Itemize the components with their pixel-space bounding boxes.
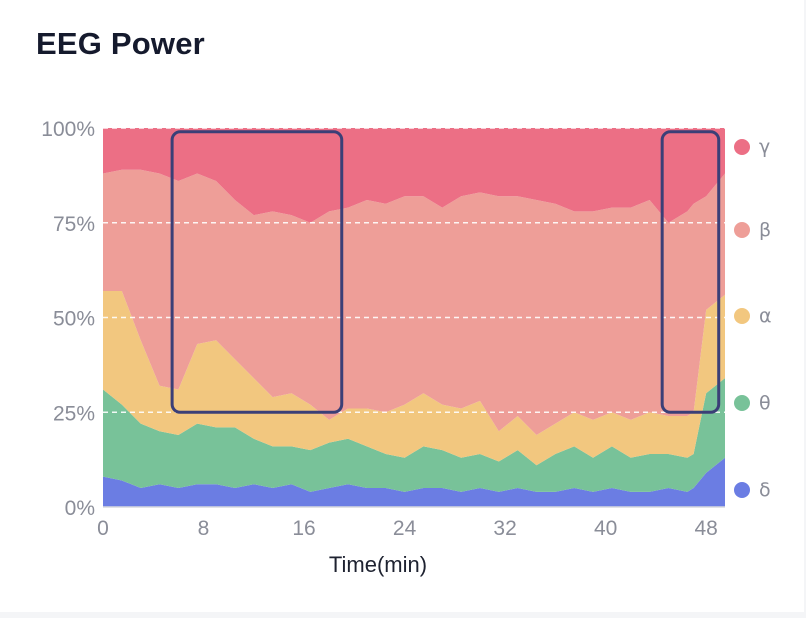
highlight-box-2 <box>660 130 721 414</box>
area-series-4 <box>103 169 725 435</box>
x-tick-label: 48 <box>694 517 717 540</box>
area-series-3 <box>103 290 725 466</box>
x-tick-label: 40 <box>594 517 617 540</box>
highlight-box-1 <box>170 130 344 414</box>
x-axis-title: Time(min) <box>329 552 427 577</box>
legend-marker <box>734 482 750 498</box>
legend-label: θ <box>759 392 771 414</box>
y-tick-label: 50% <box>53 308 95 331</box>
legend-marker <box>734 395 750 411</box>
legend-label: β <box>759 219 771 241</box>
x-tick-label: 16 <box>292 517 315 540</box>
page-title: EEG Power <box>36 26 205 61</box>
area-series-2 <box>103 378 725 492</box>
legend-label: α <box>759 305 772 327</box>
x-tick-label: 32 <box>493 517 516 540</box>
y-tick-label: 25% <box>53 402 95 425</box>
legend-marker <box>734 308 750 324</box>
area-series-1 <box>103 457 725 507</box>
y-tick-label: 75% <box>53 213 95 236</box>
legend-label: δ <box>759 479 771 501</box>
area-series-5 <box>103 128 725 223</box>
legend-label: γ <box>759 136 770 158</box>
x-tick-label: 8 <box>198 517 210 540</box>
legend-marker <box>734 139 750 155</box>
y-tick-label: 100% <box>41 118 95 141</box>
x-tick-label: 0 <box>97 517 109 540</box>
y-tick-label: 0% <box>65 497 95 520</box>
legend-marker <box>734 222 750 238</box>
x-tick-label: 24 <box>393 517 417 540</box>
